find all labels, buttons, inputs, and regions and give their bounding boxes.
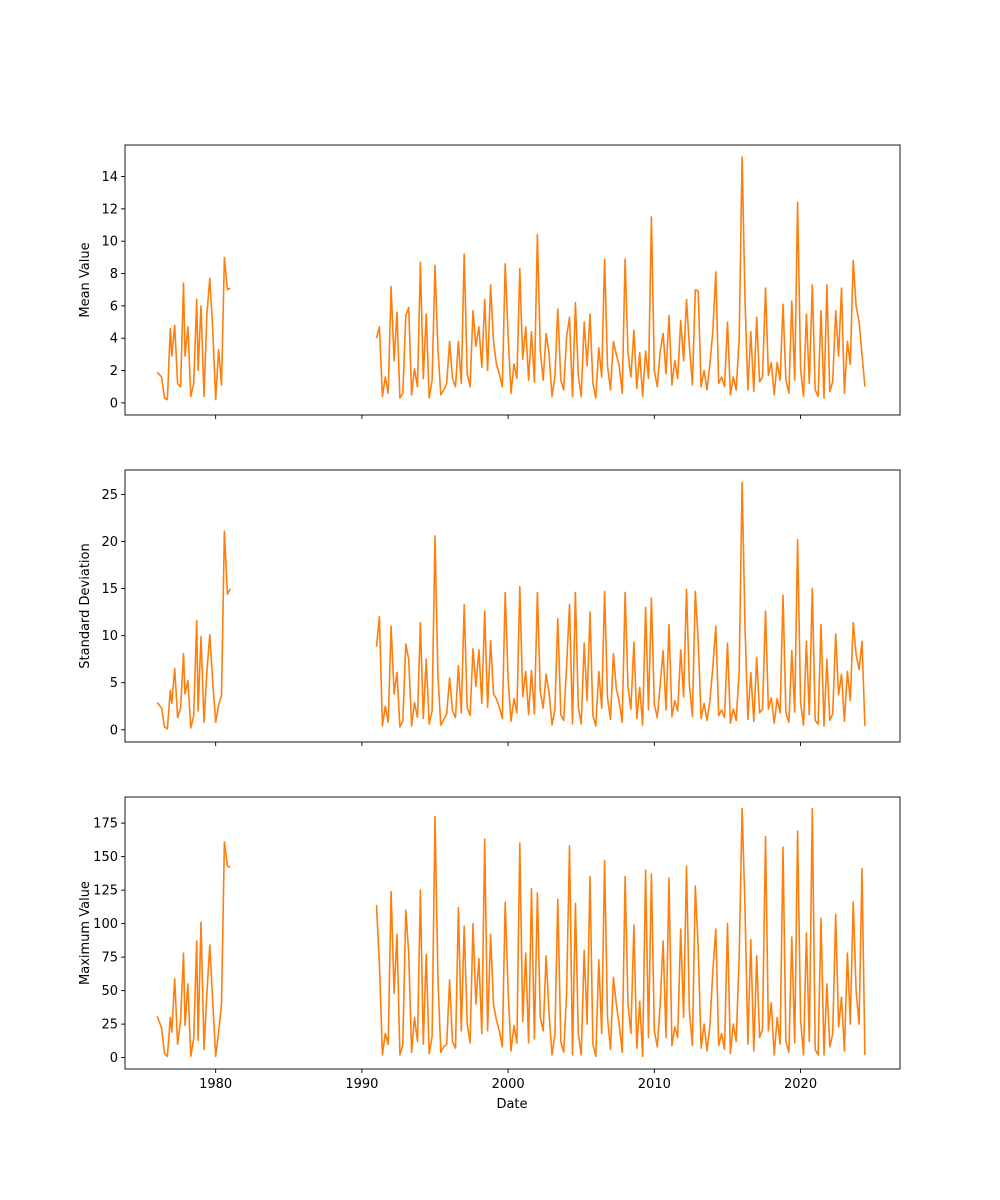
x-tick-label-2000: 2000 xyxy=(492,1077,525,1092)
x-tick-label-1990: 1990 xyxy=(345,1077,378,1092)
axes-frame xyxy=(124,796,901,1070)
y-tick-label-8: 8 xyxy=(110,267,118,282)
y-tick-label-15: 15 xyxy=(101,582,118,597)
subplot-standard-deviation: 0 5 10 15 20 25 Standard Deviation xyxy=(78,469,901,746)
y-tick-label-0: 0 xyxy=(110,723,118,738)
series-line-segment-2 xyxy=(375,807,866,1058)
y-axis-label-mean-value: Mean Value xyxy=(78,242,93,317)
series-line-segment-1 xyxy=(156,841,231,1058)
y-tick-label-25: 25 xyxy=(101,1018,118,1033)
y-tick-label-5: 5 xyxy=(110,676,118,691)
series-line-segment-1 xyxy=(156,256,231,401)
subplot-maximum-value: 0 25 50 75 100 125 150 175 1980 1990 2000 2010 2020 M… xyxy=(78,796,901,1092)
y-tick-label-6: 6 xyxy=(110,299,118,314)
y-axis-label-standard-deviation: Standard Deviation xyxy=(78,543,93,668)
y-tick-label-12: 12 xyxy=(101,202,118,217)
y-axis-label-maximum-value: Maximum Value xyxy=(78,881,93,985)
y-tick-label-25: 25 xyxy=(101,488,118,503)
y-tick-label-2: 2 xyxy=(110,364,118,379)
y-tick-label-10: 10 xyxy=(101,235,118,250)
series-line-segment-2 xyxy=(375,481,866,728)
y-tick-label-0: 0 xyxy=(110,396,118,411)
series-line-segment-2 xyxy=(375,156,866,399)
y-tick-label-50: 50 xyxy=(101,984,118,999)
y-tick-label-175: 175 xyxy=(93,817,118,832)
x-tick-label-2010: 2010 xyxy=(638,1077,671,1092)
x-tick-label-2020: 2020 xyxy=(784,1077,817,1092)
axes-frame xyxy=(124,144,901,416)
y-tick-label-75: 75 xyxy=(101,951,118,966)
series-line-segment-1 xyxy=(156,530,232,730)
y-tick-label-100: 100 xyxy=(93,917,118,932)
y-tick-label-20: 20 xyxy=(101,535,118,550)
y-tick-label-4: 4 xyxy=(110,332,118,347)
y-tick-label-150: 150 xyxy=(93,850,118,865)
y-tick-label-10: 10 xyxy=(101,629,118,644)
subplot-mean-value: 0 2 4 6 8 10 12 14 Mean Value xyxy=(78,144,901,419)
y-tick-label-125: 125 xyxy=(93,884,118,899)
axes-frame xyxy=(124,469,901,743)
y-tick-label-14: 14 xyxy=(101,170,118,185)
y-tick-label-0: 0 xyxy=(110,1051,118,1066)
x-axis-label: Date xyxy=(496,1097,527,1112)
x-tick-label-1980: 1980 xyxy=(199,1077,232,1092)
